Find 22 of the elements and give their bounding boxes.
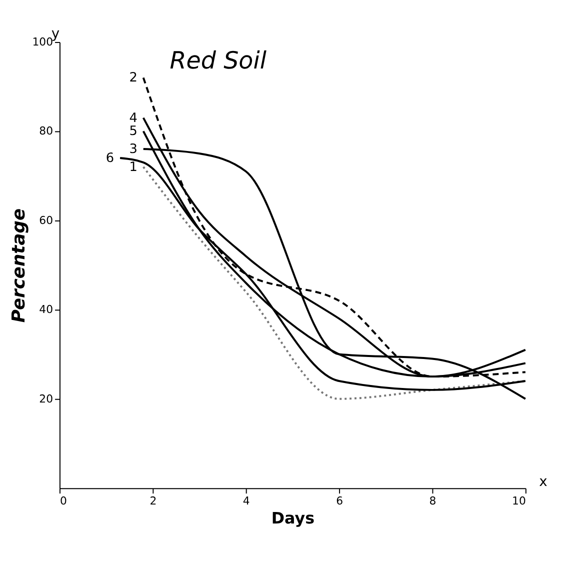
x-tick-label: 10 xyxy=(512,494,526,508)
series-label: 5 xyxy=(129,124,138,140)
y-tick-label: 60 xyxy=(39,214,54,227)
y-tick-label: 80 xyxy=(39,124,54,138)
x-tick-label: 0 xyxy=(60,494,67,508)
x-tick-label: 8 xyxy=(429,494,436,508)
text: y xyxy=(51,26,60,42)
series-label: 2 xyxy=(129,70,138,86)
x-axis-title: Days xyxy=(271,508,315,528)
series-label: 4 xyxy=(129,110,138,126)
series-label: 1 xyxy=(129,160,138,175)
x-tick-label: 2 xyxy=(150,494,157,508)
series-label: 6 xyxy=(106,150,114,166)
y-tick-label: 40 xyxy=(39,303,54,316)
chart-title: Red Soil xyxy=(170,46,267,75)
x-tick-label: 6 xyxy=(336,494,344,508)
series-label: 3 xyxy=(129,142,138,158)
y-axis-title: Percentage xyxy=(8,208,30,323)
y-tick-label: 100 xyxy=(32,35,54,48)
x-tick-label: 4 xyxy=(242,494,250,508)
y-tick-label: 20 xyxy=(39,392,54,406)
text: x xyxy=(539,474,548,490)
